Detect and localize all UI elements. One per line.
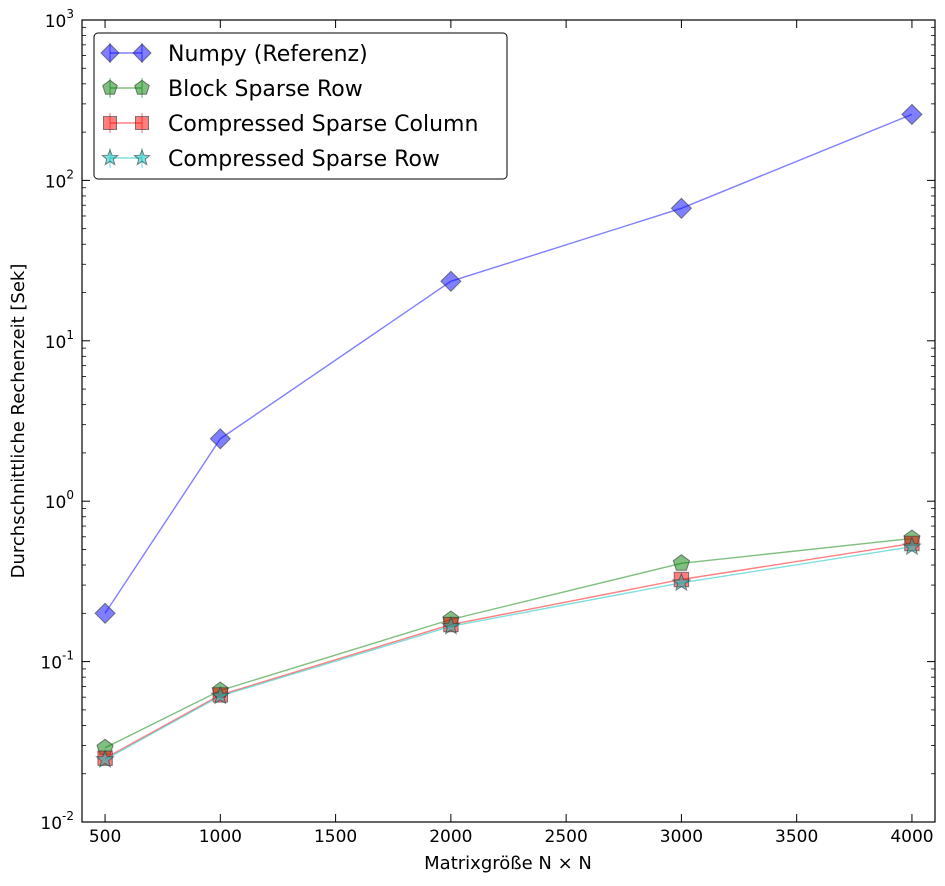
data-point [210, 685, 231, 705]
y-tick-label: 102 [45, 167, 74, 192]
series-layer [94, 103, 923, 769]
y-axis-label: Durchschnittliche Rechenzeit [Sek] [8, 264, 29, 579]
legend-marker [100, 43, 120, 63]
data-point [671, 572, 692, 592]
y-tick-label-exp: 2 [66, 167, 74, 181]
y-tick-label-base: 10 [45, 12, 67, 32]
data-point [94, 602, 116, 625]
data-point [902, 536, 922, 556]
data-point [209, 428, 232, 450]
legend: Numpy (Referenz) Block Sparse Row Compress… [93, 32, 508, 180]
y-tick-label: 101 [45, 328, 74, 353]
ticks-layer: 500 1000 1500 2000 2500 3000 3500 400010-210-11… [40, 7, 935, 847]
x-tick-label: 2000 [429, 827, 472, 847]
y-tick-label: 10-1 [40, 649, 74, 674]
legend-label: Numpy (Referenz) [168, 42, 368, 67]
legend-marker [134, 79, 150, 95]
series-3 [95, 536, 922, 769]
y-tick-label: 103 [45, 7, 74, 32]
data-point [672, 554, 691, 571]
x-tick-label: 1500 [314, 827, 357, 847]
legend-marker [132, 148, 152, 166]
y-tick-label-base: 10 [45, 493, 67, 513]
x-tick-label: 2500 [545, 827, 588, 847]
data-point [901, 103, 923, 126]
y-tick-label-exp: -2 [62, 809, 74, 823]
legend-item: Compressed Sparse Column [103, 112, 478, 137]
y-tick-label-exp: 1 [66, 328, 74, 342]
legend-label: Compressed Sparse Row [168, 147, 440, 172]
legend-item: Block Sparse Row [102, 77, 363, 102]
x-tick-label: 3000 [660, 827, 703, 847]
x-axis-label: Matrixgröße N × N [424, 853, 592, 874]
data-point [440, 615, 461, 635]
y-tick-label: 10-2 [40, 809, 74, 834]
y-tick-label-base: 10 [40, 814, 62, 834]
series-0 [94, 103, 923, 625]
legend-box [93, 32, 508, 180]
y-tick-label-exp: 3 [66, 7, 74, 21]
y-tick-label-exp: 0 [66, 488, 74, 502]
legend-item: Compressed Sparse Row [100, 147, 440, 172]
x-tick-label: 3500 [775, 827, 818, 847]
legend-marker [103, 116, 117, 130]
data-point [440, 270, 462, 293]
y-tick-label-base: 10 [45, 333, 67, 353]
legend-marker [100, 148, 120, 166]
legend-label: Block Sparse Row [168, 77, 363, 102]
legend-marker [102, 79, 118, 95]
y-tick-label-base: 10 [45, 172, 67, 192]
legend-label: Compressed Sparse Column [168, 112, 478, 137]
legend-marker [132, 43, 152, 63]
legend-marker [135, 116, 149, 130]
y-tick-label-base: 10 [40, 654, 62, 674]
y-tick-label: 100 [45, 488, 74, 513]
x-tick-label: 1000 [199, 827, 242, 847]
data-point [95, 749, 115, 769]
plot-frame [81, 19, 936, 823]
y-tick-label-exp: -1 [62, 649, 74, 663]
legend-item: Numpy (Referenz) [100, 42, 368, 67]
data-point [670, 197, 693, 220]
x-tick-label: 500 [89, 827, 121, 847]
x-tick-label: 4000 [890, 827, 933, 847]
